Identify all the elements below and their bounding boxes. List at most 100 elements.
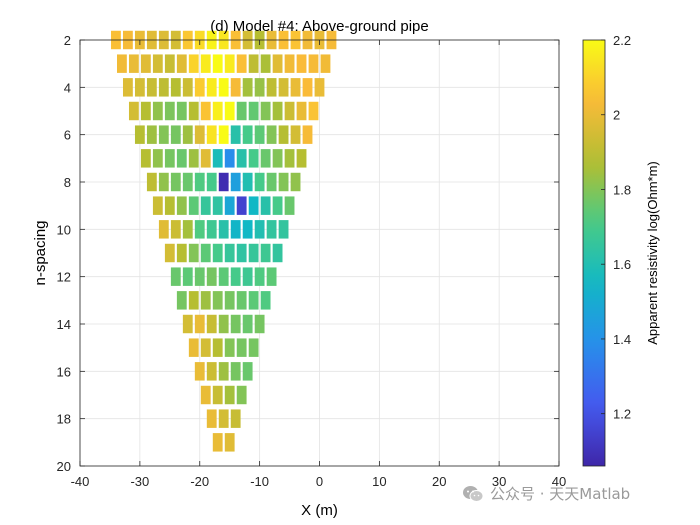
data-cell xyxy=(230,78,241,97)
data-cell xyxy=(308,54,319,73)
x-tick-label: 20 xyxy=(432,474,446,489)
y-axis-label: n-spacing xyxy=(32,220,49,285)
data-cell xyxy=(146,172,157,192)
watermark: 公众号 · 天天Matlab xyxy=(462,483,630,504)
data-cell xyxy=(296,149,307,168)
data-cell xyxy=(302,78,313,97)
data-cell xyxy=(248,196,259,215)
data-cell xyxy=(242,78,253,97)
data-cell xyxy=(320,54,331,73)
data-cell xyxy=(284,54,295,73)
data-cell xyxy=(242,267,253,286)
data-cell xyxy=(206,78,217,97)
data-cell xyxy=(254,267,265,286)
data-cell xyxy=(248,338,259,357)
data-cell xyxy=(164,243,175,263)
data-cell xyxy=(117,54,127,73)
data-cell xyxy=(254,78,265,97)
data-cell xyxy=(170,267,181,286)
colorbar-label: Apparent resistivity log(Ohm*m) xyxy=(645,161,660,345)
data-cell xyxy=(284,101,295,121)
data-cell xyxy=(134,78,145,97)
data-cell xyxy=(278,172,289,192)
data-cell xyxy=(218,220,229,239)
data-cell xyxy=(188,243,199,263)
data-cell xyxy=(128,101,139,121)
data-cell xyxy=(302,125,313,144)
data-cell xyxy=(188,291,199,310)
x-tick-label: 10 xyxy=(372,474,386,489)
data-cell xyxy=(242,172,253,192)
data-cell xyxy=(224,149,235,168)
data-cell xyxy=(290,172,301,192)
data-cell xyxy=(230,172,241,192)
data-cell xyxy=(212,54,223,73)
data-cell xyxy=(164,101,175,121)
data-cell xyxy=(266,267,277,286)
data-cell xyxy=(206,125,217,144)
data-cell xyxy=(152,196,163,215)
data-cell xyxy=(164,196,175,215)
data-cell xyxy=(236,243,247,263)
data-cell xyxy=(176,54,187,73)
data-cell xyxy=(224,54,235,73)
data-cell xyxy=(194,78,205,97)
data-cell xyxy=(188,338,199,357)
chart-title: (d) Model #4: Above-ground pipe xyxy=(210,18,428,35)
data-cell xyxy=(212,149,223,168)
data-cell xyxy=(224,196,235,215)
data-cell xyxy=(176,149,187,168)
data-cells xyxy=(111,30,337,452)
data-cell xyxy=(290,125,301,144)
data-cell xyxy=(236,149,247,168)
data-cell xyxy=(248,149,259,168)
data-cell xyxy=(200,385,211,405)
data-cell xyxy=(260,196,271,215)
data-cell xyxy=(182,125,193,144)
data-cell xyxy=(170,220,181,239)
data-cell xyxy=(266,78,277,97)
data-cell xyxy=(182,267,193,286)
y-tick-label: 16 xyxy=(57,364,71,379)
data-cell xyxy=(140,54,151,73)
data-cell xyxy=(266,172,277,192)
data-cell xyxy=(152,149,163,168)
data-cell xyxy=(242,220,253,239)
data-cell xyxy=(272,54,283,73)
data-cell xyxy=(224,101,235,121)
data-cell xyxy=(248,291,259,310)
data-cell xyxy=(230,409,241,428)
data-cell xyxy=(218,267,229,286)
data-cell xyxy=(254,125,265,144)
data-cell xyxy=(236,338,247,357)
data-cell xyxy=(182,220,193,239)
data-cell xyxy=(206,314,217,334)
data-cell xyxy=(206,172,217,192)
data-cell xyxy=(236,291,247,310)
x-tick-label: -30 xyxy=(130,474,149,489)
x-tick-label: 40 xyxy=(552,474,566,489)
data-cell xyxy=(194,125,205,144)
data-cell xyxy=(128,54,139,73)
data-cell xyxy=(224,338,235,357)
data-cell xyxy=(194,362,205,381)
data-cell xyxy=(158,220,169,239)
data-cell xyxy=(212,385,223,405)
colorbar-tick-label: 1.6 xyxy=(613,257,631,272)
data-cell xyxy=(176,243,187,263)
data-cell xyxy=(296,54,307,73)
data-cell xyxy=(230,220,241,239)
x-axis-label: X (m) xyxy=(301,502,338,519)
data-cell xyxy=(284,149,295,168)
data-cell xyxy=(224,433,235,452)
data-cell xyxy=(212,101,223,121)
x-tick-label: -20 xyxy=(190,474,209,489)
data-cell xyxy=(230,314,241,334)
data-cell xyxy=(272,149,283,168)
data-cell xyxy=(308,101,319,121)
data-cell xyxy=(176,196,187,215)
y-tick-label: 8 xyxy=(64,175,71,190)
data-cell xyxy=(260,291,271,310)
data-cell xyxy=(278,78,289,97)
